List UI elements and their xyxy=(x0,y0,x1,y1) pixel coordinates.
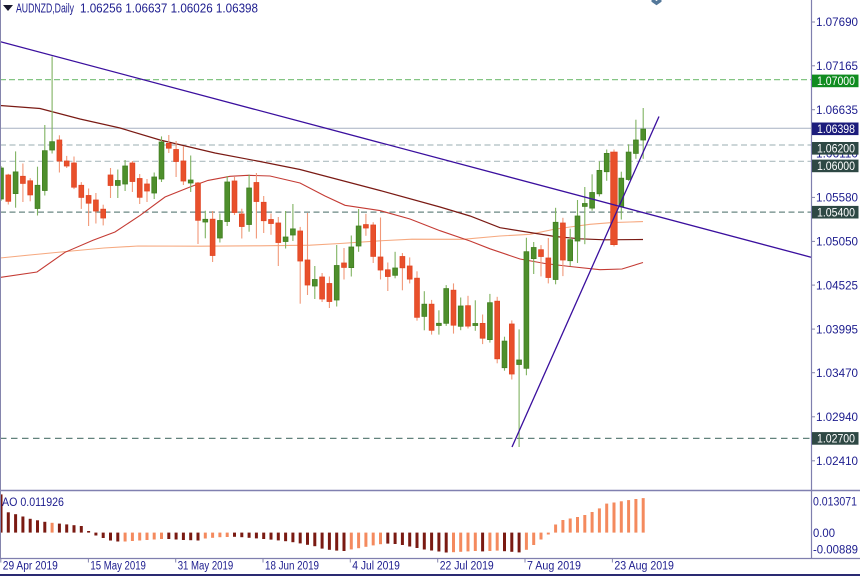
svg-text:1.07165: 1.07165 xyxy=(816,59,858,73)
svg-text:15 May 2019: 15 May 2019 xyxy=(90,561,145,573)
svg-text:1.02700: 1.02700 xyxy=(817,432,855,446)
svg-text:18 Jun 2019: 18 Jun 2019 xyxy=(265,561,319,573)
svg-text:0.00: 0.00 xyxy=(813,528,835,540)
svg-text:1.04525: 1.04525 xyxy=(816,278,858,292)
svg-text:1.07000: 1.07000 xyxy=(817,74,855,88)
svg-text:AUDNZD,Daily: AUDNZD,Daily xyxy=(16,0,74,15)
svg-text:1.06635: 1.06635 xyxy=(816,103,858,117)
svg-text:29 Apr 2019: 29 Apr 2019 xyxy=(3,561,58,573)
svg-text:1.03995: 1.03995 xyxy=(816,322,858,336)
svg-text:0.013071: 0.013071 xyxy=(813,497,857,509)
svg-text:1.05400: 1.05400 xyxy=(817,205,855,219)
svg-text:23 Aug 2019: 23 Aug 2019 xyxy=(614,561,674,573)
svg-text:1.06000: 1.06000 xyxy=(817,159,855,173)
svg-text:31 May 2019: 31 May 2019 xyxy=(178,561,234,573)
svg-text:AO 0.011926: AO 0.011926 xyxy=(2,497,64,509)
svg-text:1.05050: 1.05050 xyxy=(816,235,858,249)
svg-text:1.07690: 1.07690 xyxy=(816,15,858,29)
svg-text:1.06398: 1.06398 xyxy=(817,122,855,136)
svg-text:1.06256 1.06637 1.06026 1.0639: 1.06256 1.06637 1.06026 1.06398 xyxy=(80,0,258,15)
svg-text:1.06200: 1.06200 xyxy=(817,142,855,156)
svg-text:7 Aug 2019: 7 Aug 2019 xyxy=(527,561,581,573)
svg-text:1.05580: 1.05580 xyxy=(816,191,858,205)
svg-text:-0.00889: -0.00889 xyxy=(813,544,858,556)
svg-text:1.02410: 1.02410 xyxy=(816,454,858,468)
svg-text:22 Jul 2019: 22 Jul 2019 xyxy=(440,561,494,573)
svg-text:1.02940: 1.02940 xyxy=(816,410,858,424)
svg-text:4 Jul 2019: 4 Jul 2019 xyxy=(352,561,400,573)
svg-text:1.03470: 1.03470 xyxy=(816,366,858,380)
